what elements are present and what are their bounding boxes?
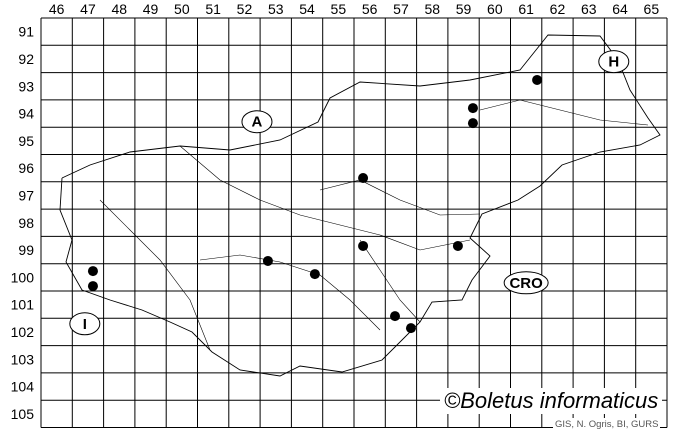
row-label: 92 xyxy=(18,51,34,67)
country-labels: A H CRO I xyxy=(69,50,630,336)
country-label-ellipse xyxy=(503,271,549,295)
record-point xyxy=(262,255,273,266)
column-label: 52 xyxy=(237,1,253,17)
row-labels: 91 92 93 94 95 96 97 98 99 100 101 102 103 104 105 xyxy=(11,24,35,422)
record-point xyxy=(467,118,478,129)
record-point xyxy=(309,269,320,280)
country-label: I xyxy=(83,316,87,333)
row-label: 97 xyxy=(18,187,34,203)
column-labels: 46 47 48 49 50 51 52 53 54 55 56 57 58 59 60 61 62 63 64 65 xyxy=(49,1,659,17)
column-label: 50 xyxy=(174,1,190,17)
row-label: 104 xyxy=(11,379,35,395)
row-label: 105 xyxy=(11,406,35,422)
column-label: 49 xyxy=(143,1,159,17)
country-border xyxy=(59,34,661,377)
credits-text: GIS, N. Ogris, BI, GURS xyxy=(553,418,661,431)
record-point xyxy=(390,311,401,322)
record-point xyxy=(358,172,369,183)
record-point xyxy=(452,240,463,251)
row-label: 98 xyxy=(18,215,34,231)
column-label: 60 xyxy=(487,1,503,17)
row-label: 101 xyxy=(11,297,35,313)
column-label: 62 xyxy=(550,1,566,17)
column-label: 54 xyxy=(299,1,315,17)
country-label-ellipse xyxy=(69,312,101,336)
country-label-ellipse xyxy=(598,50,630,74)
column-label: 53 xyxy=(268,1,284,17)
column-label: 63 xyxy=(581,1,597,17)
column-label: 61 xyxy=(518,1,534,17)
column-label: 56 xyxy=(362,1,378,17)
utm-grid xyxy=(40,17,668,428)
row-label: 99 xyxy=(18,242,34,258)
record-point xyxy=(467,103,478,114)
column-label: 65 xyxy=(644,1,660,17)
record-point xyxy=(87,266,98,277)
column-label: 46 xyxy=(49,1,65,17)
column-label: 59 xyxy=(456,1,472,17)
record-point xyxy=(532,74,543,85)
row-label: 103 xyxy=(11,351,35,367)
record-point xyxy=(405,323,416,334)
column-label: 47 xyxy=(80,1,96,17)
country-label: H xyxy=(608,54,619,71)
country-label: A xyxy=(252,114,263,131)
row-label: 102 xyxy=(11,324,35,340)
column-label: 58 xyxy=(424,1,440,17)
copyright-text: ©Boletus informaticus xyxy=(440,388,663,414)
column-label: 64 xyxy=(612,1,628,17)
row-label: 95 xyxy=(18,133,34,149)
country-label: CRO xyxy=(509,275,543,292)
column-label: 57 xyxy=(393,1,409,17)
row-label: 94 xyxy=(18,106,34,122)
column-label: 55 xyxy=(331,1,347,17)
column-label: 51 xyxy=(205,1,221,17)
record-point xyxy=(87,281,98,292)
row-label: 100 xyxy=(11,269,35,285)
column-label: 48 xyxy=(111,1,127,17)
record-points xyxy=(87,74,543,334)
record-point xyxy=(358,240,369,251)
row-label: 93 xyxy=(18,78,34,94)
row-label: 91 xyxy=(18,24,34,40)
country-label-ellipse xyxy=(241,110,273,134)
row-label: 96 xyxy=(18,160,34,176)
